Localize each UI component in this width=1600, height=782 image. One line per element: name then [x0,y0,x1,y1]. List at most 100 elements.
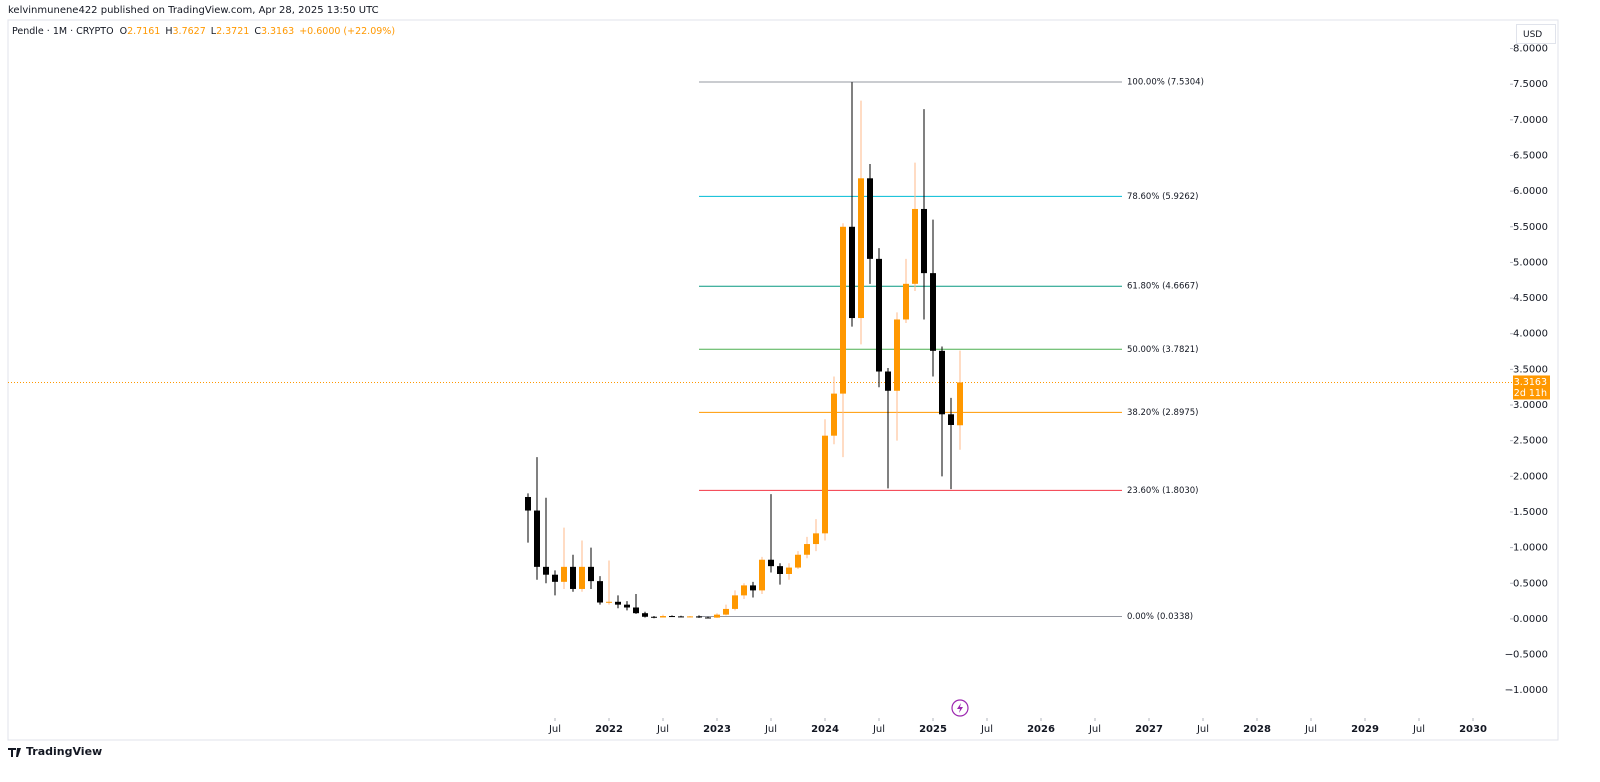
candle-body [822,435,828,534]
fib-label: 50.00% (3.7821) [1127,345,1199,355]
y-tick-label: 2.5000 [1513,436,1548,447]
candle-body [840,226,846,394]
ohlc-key: C [254,26,261,37]
candle-body [678,616,684,618]
legend: Pendle · 1M · CRYPTO O2.7161 H3.7627 L2.37… [12,26,400,37]
candle-body [534,510,540,567]
candle-body [786,567,792,574]
candle-body [804,544,810,555]
candle-body [552,574,558,582]
candle-body [669,616,675,618]
candle-body [651,616,657,618]
candle-body [615,601,621,605]
x-tick-label: 2022 [595,724,623,735]
ohlc-key: L [210,26,217,37]
x-tick-label: Jul [1196,724,1209,735]
candle-body [624,604,630,608]
x-tick-label: Jul [1412,724,1425,735]
candle-body [597,581,603,603]
candle-body [885,371,891,391]
candle-body [759,559,765,591]
candle-body [903,283,909,320]
fib-label: 78.60% (5.9262) [1127,192,1199,202]
y-tick-label: 7.5000 [1513,79,1548,90]
candle-body [795,554,801,568]
x-tick-label: Jul [980,724,993,735]
y-tick-label: −1.0000 [1505,685,1548,696]
candle-body [813,533,819,545]
y-tick-label: 6.0000 [1513,186,1548,197]
ohlc: O2.7161 H3.7627 L2.3721 C3.3163 [120,26,300,37]
ohlc-value: 3.7627 [172,26,206,37]
fib-label: 61.80% (4.6667) [1127,282,1199,292]
fib-label: 23.60% (1.8030) [1127,486,1199,496]
x-tick-label: Jul [764,724,777,735]
candle-body [957,382,963,426]
candle-body [714,614,720,618]
y-tick-label: 0.0000 [1513,614,1548,625]
y-tick-label: −0.5000 [1505,650,1548,661]
candle-body [606,601,612,603]
price-badge [1513,375,1550,400]
fib-label: 38.20% (2.8975) [1127,408,1199,418]
candle-body [831,393,837,436]
ohlc-key: H [165,26,173,37]
x-tick-label: 2024 [811,724,839,735]
plot: −1.0000 −0.5000 0.0000 0.5000 1.0000 1.5000 2.… [8,44,1550,735]
candle-body [633,607,639,614]
symbol: Pendle · 1M · CRYPTO [12,26,114,37]
x-tick-label: 2027 [1135,724,1163,735]
price-badge-label: 3.3163 [1514,377,1547,388]
chart-frame [7,19,1559,741]
candle-body [939,350,945,415]
x-tick-label: 2025 [919,724,947,735]
candle-body [930,273,936,351]
ohlc-value: 3.3163 [260,26,295,37]
event-icon-bolt [957,703,963,713]
candle-body [777,566,783,574]
candle-body [579,566,585,589]
fib-label: 0.00% (0.0338) [1127,612,1193,622]
candle-body [912,208,918,284]
candle-body [741,585,747,596]
y-tick-label: 8.0000 [1513,44,1548,55]
currency-button[interactable]: USD [1516,24,1556,44]
candle-body [642,613,648,617]
y-tick-label: 1.0000 [1513,543,1548,554]
candle-body [750,585,756,591]
candle-body [705,617,711,619]
y-tick-label: 3.5000 [1513,364,1548,375]
candle-body [867,178,873,259]
author-line: kelvinmunene422 published on TradingView… [8,5,379,16]
x-tick-label: 2026 [1027,724,1055,735]
candle-body [543,566,549,575]
y-tick-label: 1.5000 [1513,507,1548,518]
candle-body [696,616,702,618]
candle-body [660,616,666,618]
y-tick-label: 0.5000 [1513,578,1548,589]
candle-body [561,566,567,582]
countdown-label: 2d 11h [1514,388,1547,399]
candle-body [858,178,864,319]
fib-label: 100.00% (7.5304) [1127,78,1204,88]
ohlc-value: 2.7161 [127,26,161,37]
candle-body [849,226,855,319]
x-tick-label: Jul [1088,724,1101,735]
candle-body [723,608,729,615]
y-tick-label: 6.5000 [1513,150,1548,161]
x-tick-label: Jul [872,724,885,735]
y-tick-label: 4.0000 [1513,329,1548,340]
change: +0.6000 (+22.09%) [299,26,396,37]
ohlc-key: O [119,26,128,37]
y-tick-label: 5.0000 [1513,257,1548,268]
x-tick-label: Jul [548,724,561,735]
candle-body [876,258,882,372]
candle-body [525,496,531,511]
y-tick-label: 4.5000 [1513,293,1548,304]
y-tick-label: 5.5000 [1513,222,1548,233]
candle-body [588,566,594,582]
candle-body [732,595,738,609]
candle-body [921,208,927,274]
